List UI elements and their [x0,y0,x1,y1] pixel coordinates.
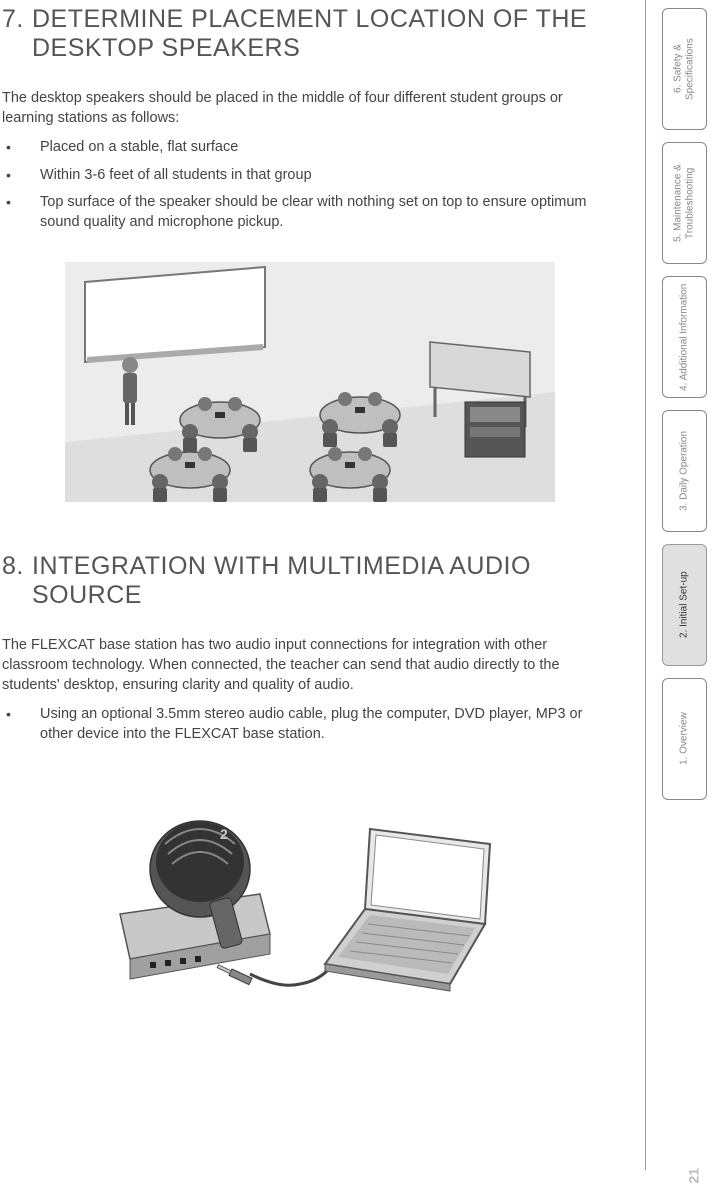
list-item: Using an optional 3.5mm stereo audio cab… [2,705,617,744]
section-tabs: 6. Safety & Specifications 5. Maintenanc… [654,0,714,1170]
page-number: 21 [686,1168,702,1184]
tab-safety[interactable]: 6. Safety & Specifications [662,8,707,130]
section-8-heading: 8. INTEGRATION WITH MULTIMEDIA AUDIO SOU… [2,552,617,610]
tab-maintenance[interactable]: 5. Maintenance & Troubleshooting [662,142,707,264]
section-7-intro: The desktop speakers should be placed in… [2,89,617,128]
svg-text:2: 2 [220,826,228,842]
tab-additional[interactable]: 4. Additional Information [662,276,707,398]
tab-initial-setup[interactable]: 2. Initial Set-up [662,544,707,666]
list-item: Placed on a stable, flat surface [2,138,617,158]
list-item: Within 3-6 feet of all students in that … [2,166,617,186]
section-8-number: 8. [2,552,32,581]
section-7-number: 7. [2,5,32,34]
section-7-heading: 7. DETERMINE PLACEMENT LOCATION OF THE D… [2,5,617,63]
classroom-illustration [2,262,617,502]
section-7-title: DETERMINE PLACEMENT LOCATION OF THE DESK… [32,5,617,63]
tab-overview[interactable]: 1. Overview [662,678,707,800]
device-illustration: 2 [2,774,617,1004]
main-content: 7. DETERMINE PLACEMENT LOCATION OF THE D… [0,0,646,1170]
section-7-bullets: Placed on a stable, flat surface Within … [2,138,617,232]
list-item: Top surface of the speaker should be cle… [2,193,617,232]
section-8-title: INTEGRATION WITH MULTIMEDIA AUDIO SOURCE [32,552,617,610]
section-8-bullets: Using an optional 3.5mm stereo audio cab… [2,705,617,744]
tab-daily-operation[interactable]: 3. Daily Operation [662,410,707,532]
section-8-intro: The FLEXCAT base station has two audio i… [2,636,617,695]
